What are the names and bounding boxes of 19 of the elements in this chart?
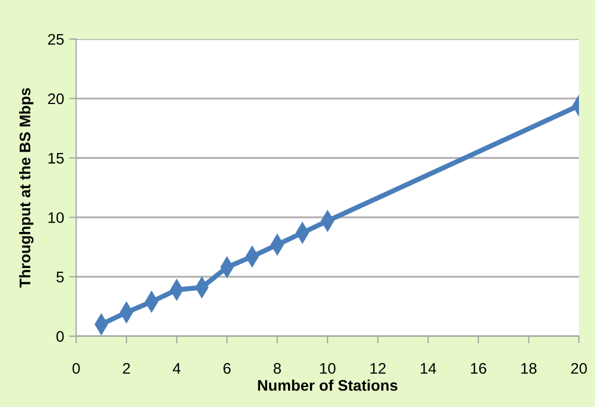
x-tick-label: 2 bbox=[122, 362, 130, 374]
x-tick-label: 0 bbox=[72, 362, 80, 374]
y-tick-label: 10 bbox=[48, 212, 64, 224]
x-tick-label: 6 bbox=[224, 362, 231, 374]
y-tick-label: 20 bbox=[48, 93, 64, 104]
x-tick-label: 14 bbox=[420, 363, 436, 374]
x-tick-label: 4 bbox=[172, 363, 181, 374]
y-tick-label: 15 bbox=[48, 152, 64, 164]
y-tick-label: 0 bbox=[56, 331, 64, 342]
y-tick-label: 25 bbox=[48, 34, 64, 45]
x-tick-label: 10 bbox=[320, 362, 336, 374]
y-tick-label: 5 bbox=[56, 272, 64, 282]
x-tick-label: 20 bbox=[571, 362, 587, 374]
x-tick-label: 16 bbox=[471, 362, 486, 374]
x-tick-label: 8 bbox=[274, 362, 281, 374]
x-axis-title: Number of Stations bbox=[258, 380, 398, 391]
x-tick-label: 18 bbox=[521, 362, 536, 374]
x-tick-label: 12 bbox=[370, 362, 386, 374]
y-axis-title: Throughput at the BS Mbps bbox=[19, 88, 34, 288]
